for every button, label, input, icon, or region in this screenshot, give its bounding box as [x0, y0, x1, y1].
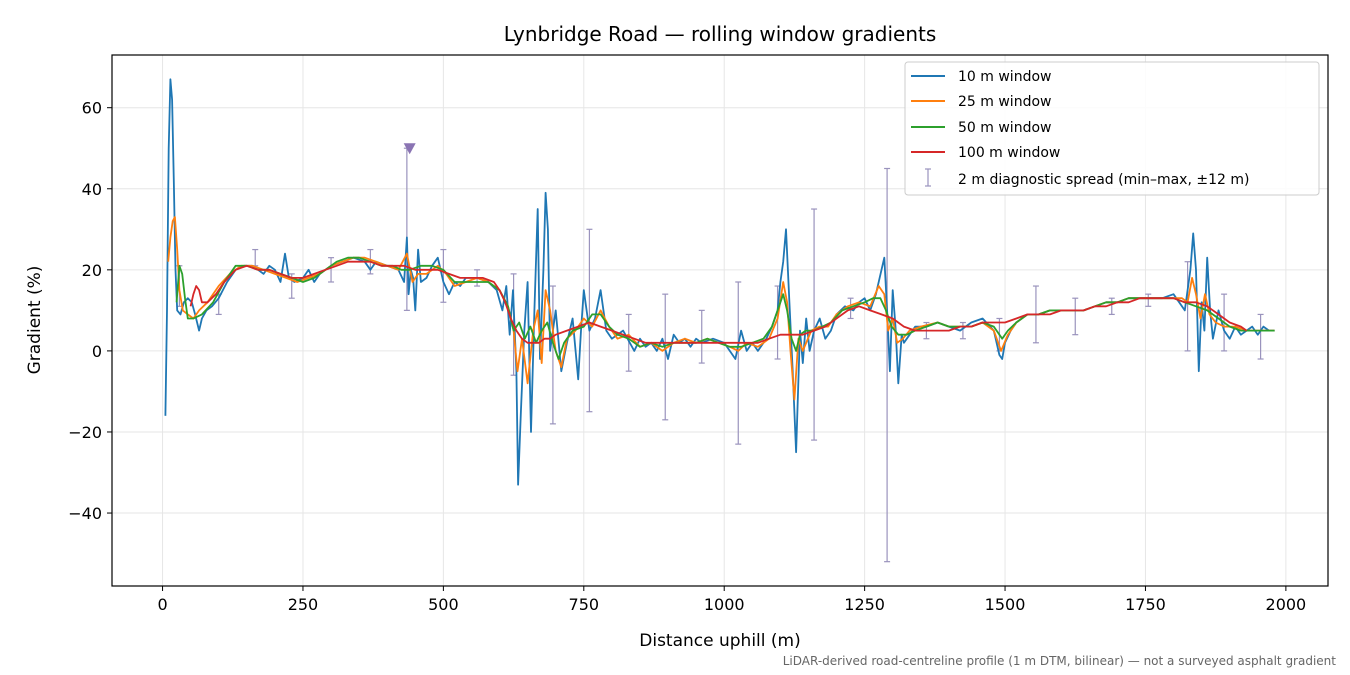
max-marker-layer — [403, 143, 416, 155]
x-tick-label: 1000 — [704, 595, 745, 614]
y-tick-label: −40 — [68, 504, 102, 523]
max-gradient-marker — [403, 143, 416, 155]
spread-bar — [440, 248, 447, 303]
y-tick-label: 0 — [92, 342, 102, 361]
x-axis-ticks: 0 250 500 750 1000 1250 1500 1750 2000 — [157, 586, 1306, 614]
spread-bar — [1145, 293, 1152, 307]
series-line-25m — [167, 216, 1275, 401]
y-tick-label: 20 — [82, 261, 102, 280]
footnote: LiDAR-derived road-centreline profile (1… — [783, 654, 1337, 668]
spread-bar — [735, 281, 742, 445]
spread-bar — [252, 248, 259, 267]
x-tick-label: 2000 — [1266, 595, 1307, 614]
legend: 10 m window 25 m window 50 m window 100 … — [904, 61, 1320, 196]
legend-label-100m: 100 m window — [958, 145, 1060, 161]
spread-bar — [625, 313, 632, 372]
plot-frame — [111, 54, 1329, 587]
y-axis-ticks: −40 −20 0 20 40 60 — [68, 99, 112, 523]
spread-bar — [586, 228, 593, 413]
spread-bar — [698, 309, 705, 364]
spread-bar — [811, 208, 818, 441]
x-tick-label: 1250 — [844, 595, 885, 614]
spread-bar — [1108, 297, 1115, 316]
legend-label-25m: 25 m window — [958, 94, 1051, 110]
spread-bar — [1257, 313, 1264, 360]
legend-swatch-spread — [925, 168, 931, 187]
y-tick-label: 40 — [82, 180, 102, 199]
x-tick-label: 1500 — [985, 595, 1026, 614]
legend-label-10m: 10 m window — [958, 69, 1051, 85]
diagnostic-spread-bars — [176, 147, 1264, 563]
spread-bar — [884, 167, 891, 563]
legend-box — [904, 61, 1320, 196]
series-lines — [164, 78, 1275, 486]
x-axis-title: Distance uphill (m) — [639, 631, 800, 651]
series-line-100m — [189, 260, 1248, 344]
chart-title: Lynbridge Road — rolling window gradient… — [504, 22, 937, 46]
spread-bar — [1072, 297, 1079, 336]
series-line-50m — [175, 256, 1275, 360]
x-tick-label: 1750 — [1125, 595, 1166, 614]
spread-bar — [959, 321, 966, 340]
spread-bar — [549, 285, 556, 425]
x-tick-label: 500 — [428, 595, 459, 614]
x-tick-label: 0 — [157, 595, 167, 614]
y-tick-label: −20 — [68, 423, 102, 442]
spread-bar — [662, 293, 669, 421]
spread-bar — [328, 257, 335, 283]
spread-bar — [1184, 261, 1191, 352]
legend-label-spread: 2 m diagnostic spread (min–max, ±12 m) — [958, 172, 1249, 188]
y-axis-title: Gradient (%) — [25, 266, 45, 375]
y-tick-label: 60 — [82, 99, 102, 118]
x-tick-label: 250 — [288, 595, 319, 614]
legend-label-50m: 50 m window — [958, 120, 1051, 136]
x-tick-label: 750 — [569, 595, 600, 614]
